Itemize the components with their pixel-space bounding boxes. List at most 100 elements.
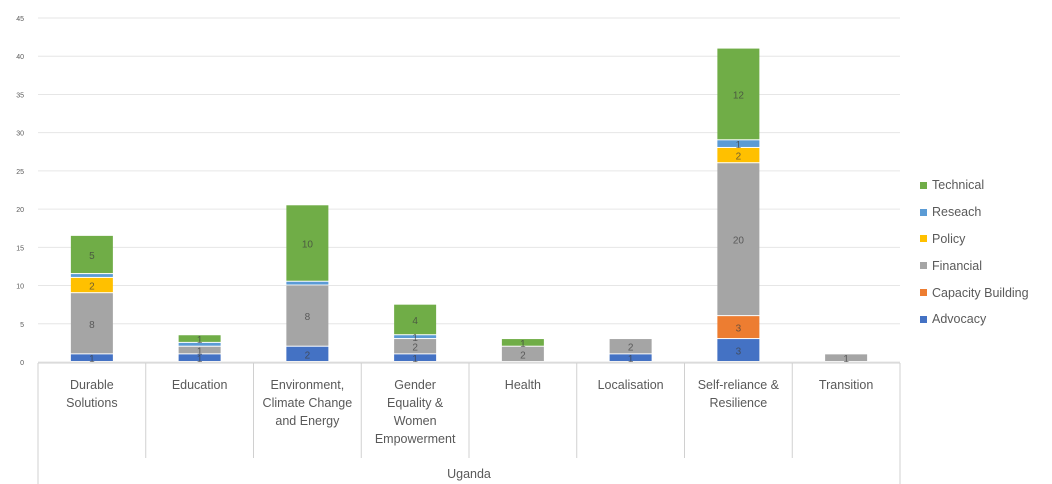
x-category-label: Women [394, 414, 437, 428]
bars [70, 48, 868, 361]
y-tick-label: 45 [16, 16, 24, 23]
data-label: 1 [736, 140, 742, 151]
legend-label: Reseach [932, 205, 982, 220]
y-tick-label: 35 [16, 92, 24, 99]
legend-label: Financial [932, 258, 983, 273]
data-label: 2 [412, 343, 418, 354]
bar-segment-financial [286, 285, 329, 346]
data-label: 1 [412, 354, 418, 365]
bar-segment-advocacy [178, 354, 221, 361]
y-tick-label: 20 [16, 207, 24, 214]
legend-swatch [920, 289, 927, 297]
y-tick-label: 10 [16, 284, 24, 291]
data-label: 1 [843, 354, 849, 365]
data-label: 2 [628, 343, 634, 354]
x-category-label: Solutions [66, 396, 117, 410]
data-label: 1 [197, 347, 203, 358]
bar-segment-policy [717, 147, 760, 163]
data-label: 1 [89, 354, 95, 365]
data-label: 10 [302, 240, 314, 251]
bar-segment-financial [501, 346, 544, 361]
data-label: 1 [628, 354, 634, 365]
x-category-label: Empowerment [375, 432, 456, 446]
data-label: 2 [305, 350, 311, 361]
x-axis: Durable Solutions Education Environment, Cli… [37, 362, 901, 484]
x-category-label: Environment, [271, 378, 345, 392]
x-category-label: Self-reliance & [698, 378, 780, 392]
legend-swatch [920, 262, 927, 270]
legend-item-reseach: Reseach [920, 199, 1050, 226]
legend-item-capacity-building: Capacity Building [920, 279, 1050, 306]
bar-segment-financial [394, 339, 437, 354]
legend-item-financial: Financial [920, 252, 1050, 279]
bar-segment-reseach [70, 274, 113, 277]
data-label: 4 [412, 316, 418, 327]
legend-label: Technical [932, 178, 985, 193]
x-category-label: Localisation [598, 378, 664, 392]
gridlines [38, 17, 900, 363]
x-category-label: Gender [394, 378, 436, 392]
bar-segment-technical [501, 339, 544, 346]
y-tick-label: 15 [16, 245, 24, 252]
bar-segment-advocacy [70, 354, 113, 361]
data-label: 3 [736, 347, 742, 358]
bar-segment-advocacy [394, 354, 437, 361]
data-label: 8 [305, 312, 311, 323]
data-label: 3 [736, 324, 742, 335]
data-label: 20 [733, 236, 745, 247]
y-tick-label: 0 [20, 360, 24, 367]
data-label: 5 [89, 251, 95, 262]
x-category-label: and Energy [275, 414, 340, 428]
bar-segment-advocacy [609, 354, 652, 361]
bar-segment-technical [394, 304, 437, 335]
bar-segment-advocacy [717, 339, 760, 361]
x-group-label: Uganda [447, 467, 491, 481]
x-category-label: Transition [819, 378, 873, 392]
data-label: 2 [89, 282, 95, 293]
legend-swatch [920, 181, 927, 189]
bar-segment-technical [70, 235, 113, 274]
bar-segment-technical [178, 335, 221, 342]
data-label: 1 [412, 333, 418, 344]
bar-segment-financial [178, 346, 221, 354]
x-category-label: Climate Change [263, 396, 353, 410]
bar-segment-technical [717, 48, 760, 140]
y-tick-label: 30 [16, 131, 24, 138]
legend-item-technical: Technical [920, 172, 1050, 199]
bar-segment-advocacy [286, 346, 329, 361]
x-category-label: Resilience [710, 396, 768, 410]
y-tick-label: 25 [16, 169, 24, 176]
bar-segment-reseach [286, 281, 329, 285]
bar-segment-reseach [717, 140, 760, 147]
data-label: 1 [197, 354, 203, 365]
legend-item-advocacy: Advocacy [920, 306, 1050, 333]
x-category-label: Health [505, 378, 541, 392]
data-label: 1 [520, 339, 526, 350]
bar-segment-reseach [394, 335, 437, 339]
bar-segment-reseach [178, 342, 221, 346]
legend-swatch [920, 235, 927, 243]
legend-label: Advocacy [932, 312, 987, 327]
bar-segment-policy [70, 277, 113, 293]
bar-segment-financial [825, 354, 868, 361]
data-label: 2 [736, 152, 742, 163]
x-category-label: Education [172, 378, 228, 392]
legend-item-policy: Policy [920, 226, 1050, 253]
x-category-label: Equality & [387, 396, 444, 410]
data-label: 8 [89, 320, 95, 331]
bar-segment-technical [286, 205, 329, 281]
y-tick-label: 5 [20, 322, 24, 329]
data-label: 12 [733, 90, 745, 101]
data-label: 1 [197, 335, 203, 346]
bar-segment-financial [609, 339, 652, 354]
bar-segment-financial [717, 163, 760, 316]
legend-swatch [920, 315, 927, 323]
x-category-label: Durable [70, 378, 114, 392]
bar-segment-capacity-building [717, 316, 760, 339]
data-label: 2 [520, 350, 526, 361]
legend-swatch [920, 208, 927, 216]
legend-label: Policy [932, 231, 966, 246]
y-axis-ticks: 0 5 10 15 20 25 30 35 40 45 [16, 16, 24, 367]
